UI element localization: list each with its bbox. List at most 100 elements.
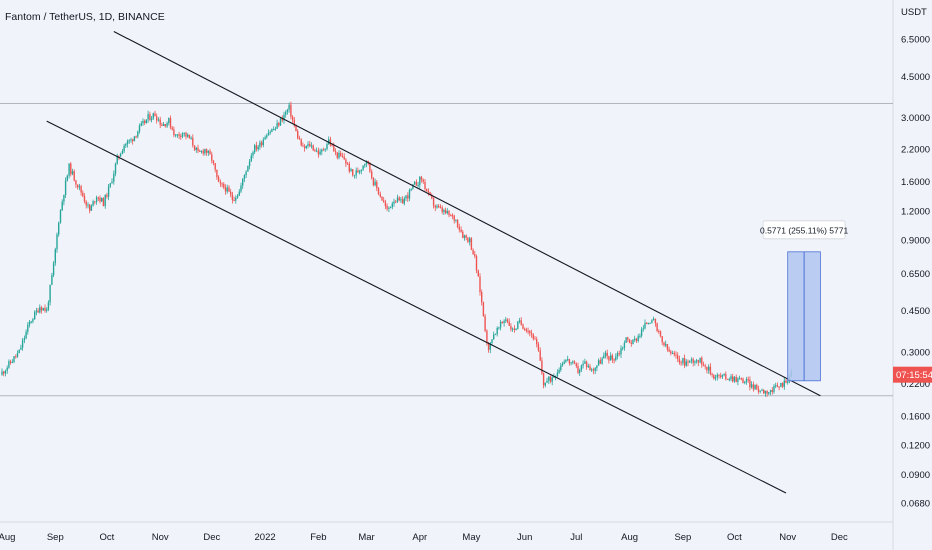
candle [293,117,295,128]
measurement-tool[interactable]: 0.5771 (255.11%) 5771 [760,220,848,382]
price-axis-labels: 6.5000 4.5000 3.0000 2.2000 1.6000 1.2000 0.90… [901,35,930,510]
candle [400,197,402,203]
price-tick-label: 4.5000 [901,72,930,83]
candle [314,148,316,152]
horizontal-lines [0,103,893,397]
candle [541,357,543,375]
candle [195,146,197,153]
candle [214,163,216,173]
price-tick-label: 3.0000 [901,113,930,124]
trend-lines[interactable] [46,31,821,494]
candle [432,196,435,209]
candle [260,140,263,148]
price-tick-label: 2.2000 [901,145,930,156]
time-tick-label: May [462,532,480,543]
candle [560,362,562,372]
candle [102,197,105,207]
candle [532,333,534,341]
candle [450,213,452,217]
candle [202,148,204,156]
candle [711,372,713,378]
candle [599,357,601,365]
candle [780,382,782,388]
candle [561,361,564,367]
candle [776,382,779,388]
candle [329,136,332,147]
candle [498,326,500,330]
candle [274,126,277,131]
candle [374,178,376,187]
candle [123,143,125,153]
upper-channel-trend-line[interactable] [113,31,821,397]
candle [427,188,430,196]
time-tick-label: Nov [779,532,796,543]
candle [85,200,87,209]
candle [610,352,612,361]
candle [592,367,595,375]
candle [61,199,63,211]
candle [567,355,569,362]
candle [405,195,407,201]
candle [207,150,209,156]
candle [544,382,546,388]
price-tick-label: 6.5000 [901,35,930,46]
candle [527,327,529,335]
candle [305,145,307,150]
candle [154,110,156,117]
candle [233,196,235,202]
candle [575,362,577,369]
candle [577,362,579,375]
candle [200,150,203,154]
candle [364,163,366,168]
candle [587,363,589,368]
time-tick-label: Nov [152,532,169,543]
candle [415,179,418,186]
candle [34,310,36,320]
candle [199,149,201,152]
candle [615,353,617,362]
candle [737,377,739,386]
time-tick-label: Mar [358,532,374,543]
candle [439,204,442,209]
candle [591,367,593,372]
candle [744,380,746,385]
candle [211,151,213,164]
candle [455,219,457,223]
candle [778,386,780,391]
candle [634,335,636,342]
candle [695,358,698,364]
candle [254,143,256,154]
candle [119,152,122,157]
lower-channel-trend-line[interactable] [46,120,787,494]
candle [596,365,598,372]
candle [240,182,242,194]
candle [506,318,509,324]
candle [408,188,411,202]
candle [106,192,108,199]
candle [47,300,50,312]
measurement-label-box [762,220,846,240]
candle [718,374,720,379]
candle [309,140,311,148]
candle [78,183,81,191]
candle [735,374,737,383]
price-tag-box [893,366,932,383]
candle [317,147,320,158]
candle [706,366,708,374]
candle [133,136,136,142]
candle [157,117,160,122]
candle [685,359,687,367]
candle [51,272,53,286]
candle [761,388,763,392]
price-tick-label: 0.0900 [901,470,930,481]
candle [230,188,232,198]
candle [183,132,185,137]
candle [63,194,65,206]
candle [501,321,503,324]
candle [235,195,237,204]
candle [458,223,460,233]
candle [290,101,292,120]
candle [589,363,591,371]
candle [181,132,184,139]
